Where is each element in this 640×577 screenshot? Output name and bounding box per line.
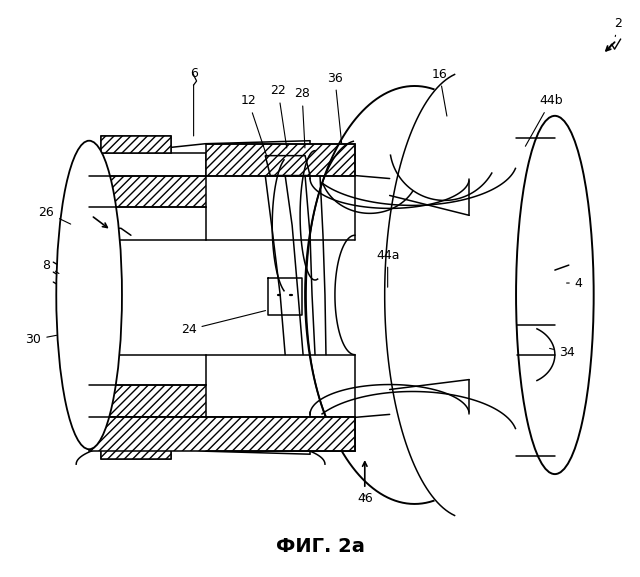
- Text: 4: 4: [566, 276, 582, 290]
- Text: 34: 34: [550, 346, 575, 359]
- Text: 12: 12: [241, 95, 268, 158]
- Text: 8: 8: [42, 258, 59, 273]
- Text: 44b: 44b: [525, 95, 563, 146]
- Text: 36: 36: [327, 72, 343, 143]
- Text: 46: 46: [357, 493, 372, 505]
- Text: 30: 30: [26, 334, 56, 346]
- Text: 2: 2: [614, 17, 623, 36]
- Polygon shape: [101, 442, 171, 459]
- Text: 22: 22: [270, 84, 287, 148]
- Polygon shape: [101, 136, 171, 153]
- Polygon shape: [89, 384, 205, 417]
- Text: 28: 28: [294, 88, 310, 148]
- Polygon shape: [89, 175, 205, 207]
- Text: 6: 6: [189, 66, 198, 136]
- Text: 26: 26: [38, 206, 70, 224]
- Ellipse shape: [56, 141, 122, 449]
- Polygon shape: [265, 156, 310, 175]
- Polygon shape: [205, 144, 355, 175]
- Polygon shape: [89, 417, 355, 451]
- Text: 16: 16: [431, 68, 447, 116]
- Text: 24: 24: [180, 310, 266, 336]
- Text: ФИГ. 2а: ФИГ. 2а: [276, 537, 364, 556]
- Text: 44a: 44a: [376, 249, 399, 287]
- Polygon shape: [205, 417, 355, 451]
